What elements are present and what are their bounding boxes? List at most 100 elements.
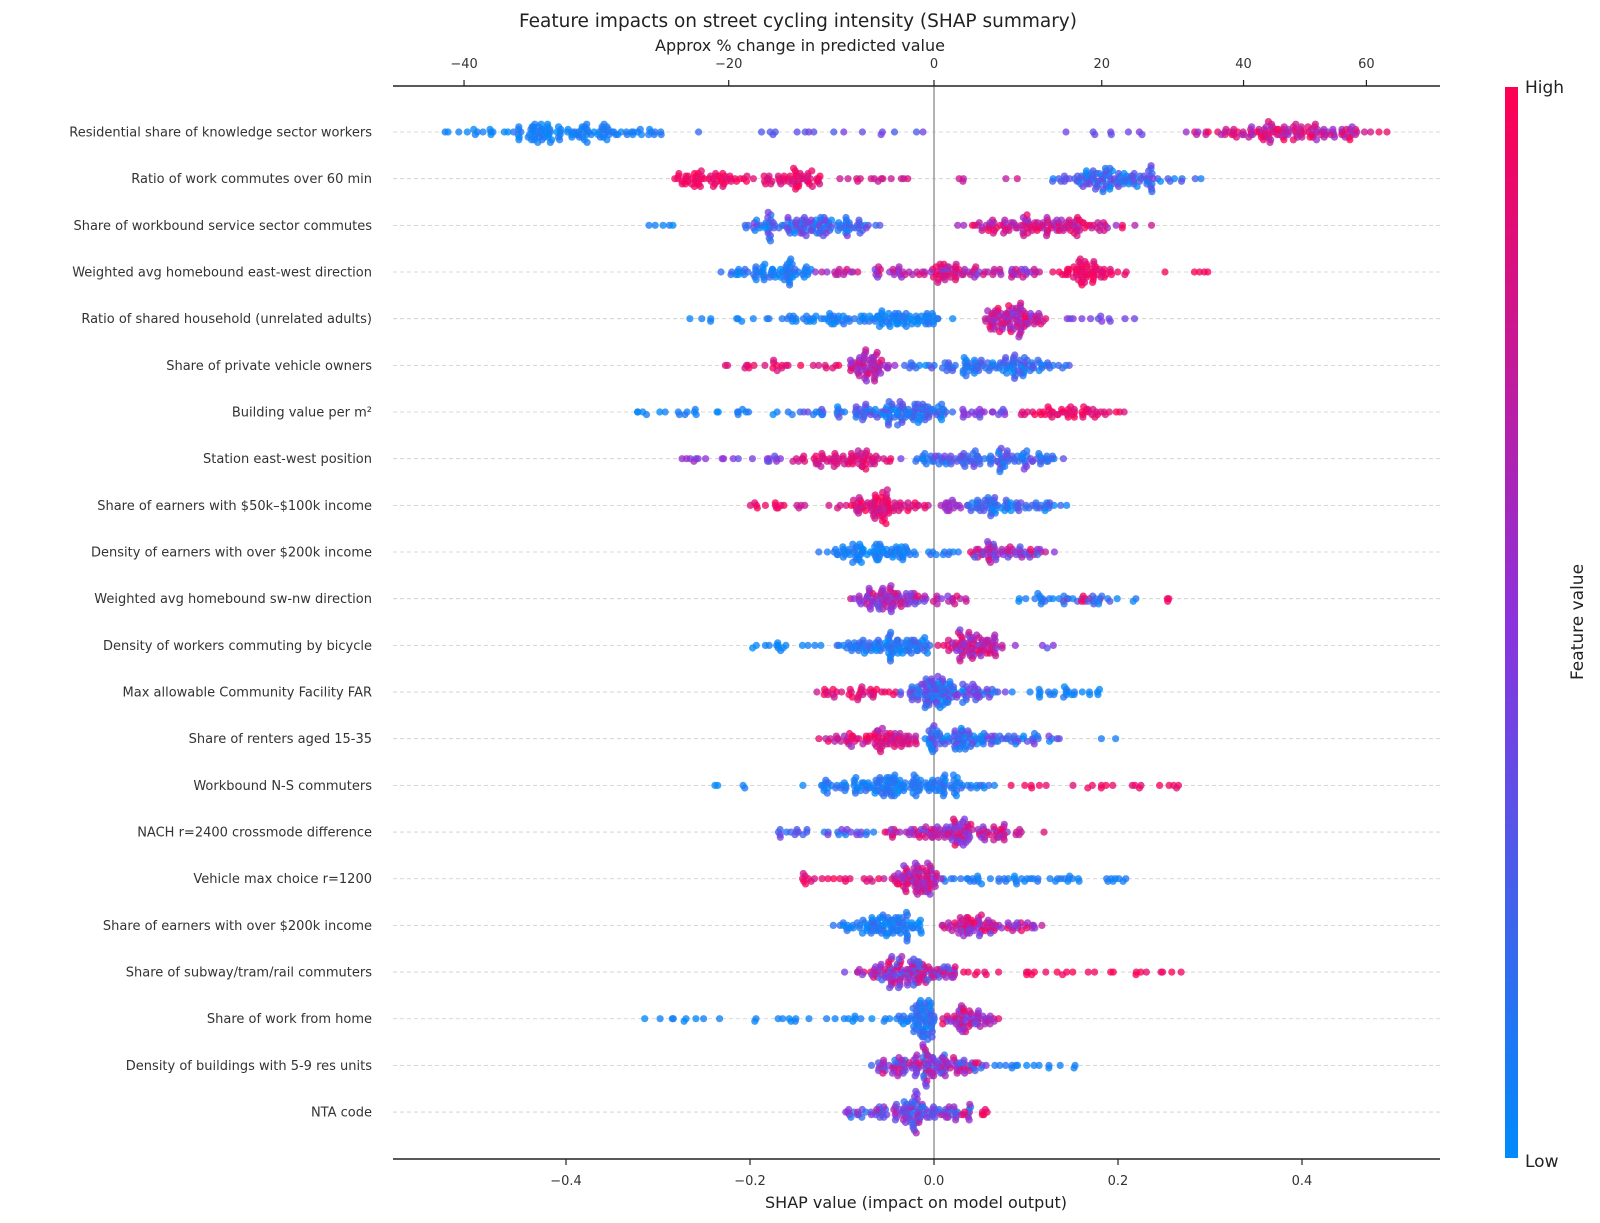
shap-point bbox=[800, 213, 809, 222]
shap-point bbox=[729, 455, 737, 463]
shap-point bbox=[587, 131, 595, 139]
shap-point bbox=[853, 1111, 862, 1119]
shap-point bbox=[1031, 219, 1039, 227]
shap-point bbox=[1109, 781, 1117, 790]
shap-point bbox=[751, 226, 759, 235]
feature-label: Share of earners with $50k–$100k income bbox=[97, 499, 372, 514]
shap-point bbox=[671, 175, 679, 183]
shap-point bbox=[1056, 1061, 1064, 1069]
shap-point bbox=[871, 789, 879, 797]
shap-point bbox=[818, 411, 827, 419]
shap-point bbox=[1097, 312, 1105, 320]
shap-point bbox=[903, 937, 911, 945]
shap-point bbox=[904, 175, 912, 183]
shap-point bbox=[1026, 688, 1034, 696]
shap-point bbox=[894, 636, 902, 644]
shap-point bbox=[954, 691, 962, 699]
shap-point bbox=[902, 732, 910, 740]
shap-point bbox=[813, 688, 821, 696]
shap-point bbox=[935, 833, 943, 841]
shap-point bbox=[823, 457, 831, 465]
shap-point bbox=[949, 683, 958, 691]
shap-point bbox=[858, 683, 866, 691]
shap-point bbox=[776, 265, 785, 273]
shap-point bbox=[757, 271, 765, 279]
shap-point bbox=[782, 828, 791, 836]
shap-point bbox=[912, 732, 920, 740]
shap-point bbox=[455, 128, 463, 136]
shap-point bbox=[820, 315, 829, 323]
shap-point bbox=[906, 551, 914, 559]
shap-point bbox=[845, 317, 854, 325]
shap-point bbox=[975, 634, 983, 642]
shap-point bbox=[996, 265, 1004, 273]
shap-point bbox=[1016, 825, 1024, 834]
shap-point bbox=[919, 128, 927, 136]
shap-point bbox=[937, 875, 945, 883]
shap-point bbox=[901, 271, 909, 279]
shap-point bbox=[924, 976, 932, 984]
shap-point bbox=[1059, 455, 1067, 463]
shap-point bbox=[1070, 413, 1078, 421]
shap-point bbox=[872, 963, 880, 971]
shap-point bbox=[1204, 128, 1212, 136]
shap-point bbox=[871, 514, 879, 523]
shap-point bbox=[803, 317, 811, 325]
shap-point bbox=[691, 405, 699, 413]
shap-point bbox=[1084, 968, 1092, 976]
shap-point bbox=[1125, 180, 1133, 188]
shap-point bbox=[908, 1012, 916, 1020]
shap-point bbox=[726, 172, 734, 180]
shap-point bbox=[1109, 877, 1117, 885]
shap-point bbox=[838, 825, 846, 834]
shap-point bbox=[980, 507, 988, 515]
shap-point bbox=[696, 182, 705, 191]
shap-point bbox=[883, 740, 891, 748]
shap-point bbox=[836, 875, 844, 883]
shap-point bbox=[1095, 685, 1104, 694]
shap-point bbox=[818, 449, 826, 458]
shap-point bbox=[880, 1056, 888, 1064]
shap-point bbox=[925, 727, 933, 735]
shap-point bbox=[941, 771, 949, 779]
shap-point bbox=[1030, 265, 1038, 273]
shap-point bbox=[914, 418, 922, 426]
shap-point bbox=[1055, 595, 1063, 603]
shap-point bbox=[678, 455, 686, 463]
shap-point bbox=[1000, 820, 1008, 828]
shap-point bbox=[840, 320, 848, 328]
shap-point bbox=[1035, 781, 1043, 790]
shap-point bbox=[951, 727, 959, 735]
shap-point bbox=[1106, 597, 1114, 605]
shap-point bbox=[859, 416, 867, 424]
shap-point bbox=[1028, 971, 1036, 979]
shap-point bbox=[944, 592, 952, 600]
shap-point bbox=[976, 1022, 984, 1031]
shap-point bbox=[1053, 411, 1061, 419]
shap-point bbox=[830, 693, 838, 701]
shap-point bbox=[1168, 968, 1176, 976]
shap-point bbox=[874, 263, 883, 271]
shap-point bbox=[1147, 162, 1155, 170]
shap-point bbox=[883, 403, 891, 411]
shap-point bbox=[984, 538, 992, 546]
shap-point bbox=[888, 545, 896, 554]
shap-point bbox=[912, 1002, 920, 1010]
shap-point bbox=[871, 491, 879, 499]
shap-point bbox=[1114, 268, 1122, 276]
shap-point bbox=[877, 748, 885, 756]
shap-point bbox=[995, 877, 1003, 885]
shap-point bbox=[868, 914, 876, 922]
shap-point bbox=[880, 1017, 888, 1025]
shap-point bbox=[846, 924, 854, 932]
shap-point bbox=[982, 1061, 990, 1069]
shap-point bbox=[902, 309, 910, 318]
shap-point bbox=[651, 221, 659, 229]
shap-point bbox=[1012, 265, 1020, 273]
shap-point bbox=[1012, 740, 1020, 748]
shap-point bbox=[910, 771, 918, 779]
shap-point bbox=[719, 169, 727, 178]
shap-point bbox=[1002, 877, 1010, 885]
shap-point bbox=[802, 880, 810, 888]
